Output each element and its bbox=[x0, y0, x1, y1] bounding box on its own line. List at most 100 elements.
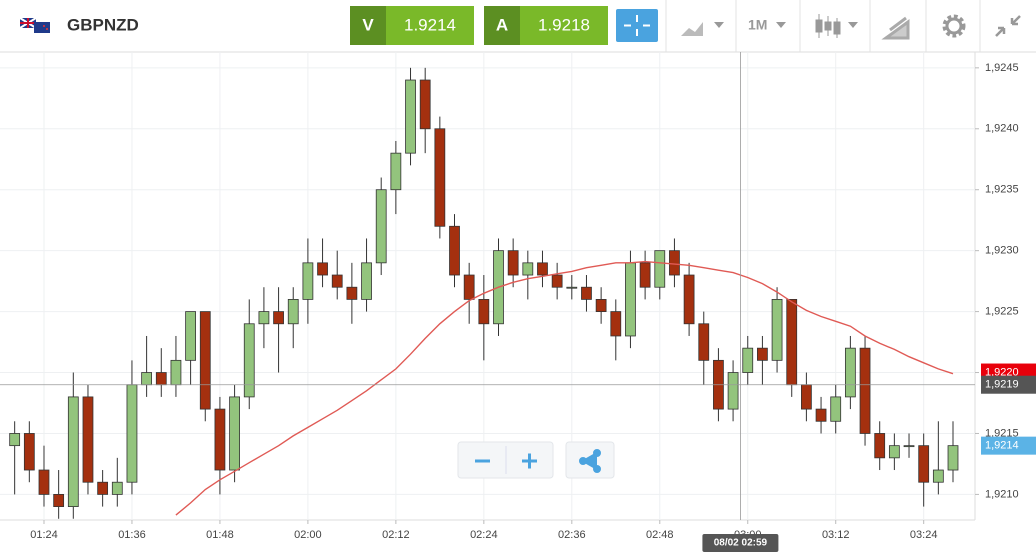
candle-body bbox=[126, 384, 138, 483]
x-tick-label: 03:12 bbox=[822, 529, 850, 541]
candle-body bbox=[888, 445, 900, 459]
crosshair-time-label: 08/02 02:59 bbox=[714, 538, 768, 549]
sell-label: V bbox=[362, 15, 374, 34]
candle-body bbox=[537, 262, 548, 276]
sell-button[interactable] bbox=[386, 6, 474, 45]
candle-body bbox=[449, 225, 460, 276]
candle-body bbox=[434, 128, 446, 227]
y-tick-label: 1,9225 bbox=[985, 306, 1019, 318]
candle-body bbox=[141, 372, 153, 386]
settings-button[interactable] bbox=[942, 14, 966, 38]
candle-body bbox=[229, 396, 240, 471]
candle-body bbox=[757, 347, 768, 361]
candle-body bbox=[522, 262, 534, 276]
candle-body bbox=[82, 396, 94, 483]
sell-label-bg[interactable] bbox=[350, 6, 386, 45]
share-icon bbox=[579, 449, 601, 473]
collapse-button[interactable] bbox=[995, 15, 1021, 37]
y-tick-label: 1,9230 bbox=[985, 245, 1019, 257]
crosshair-price-tag bbox=[981, 375, 1036, 394]
candle-body bbox=[742, 347, 754, 373]
y-tick-label: 1,9240 bbox=[985, 123, 1019, 135]
moving-average bbox=[175, 260, 954, 516]
candle-body bbox=[405, 79, 416, 154]
candle-body bbox=[346, 286, 358, 300]
y-tick-label: 1,9245 bbox=[985, 62, 1019, 74]
candle-body bbox=[97, 481, 109, 495]
candle-body bbox=[654, 250, 666, 288]
candle-body bbox=[287, 299, 299, 325]
crosshair-button[interactable] bbox=[616, 9, 658, 42]
candle-body bbox=[67, 396, 79, 507]
candle-body bbox=[273, 311, 284, 325]
candle-body bbox=[801, 384, 812, 410]
candle-body bbox=[844, 347, 856, 398]
buy-label-bg[interactable] bbox=[484, 6, 520, 45]
candle-body bbox=[478, 299, 490, 325]
candle-body bbox=[830, 396, 842, 422]
x-tick-label: 02:36 bbox=[558, 529, 586, 541]
candle-body bbox=[214, 408, 226, 471]
price-tag-label: 1,9214 bbox=[985, 440, 1019, 452]
toolbar: GBPNZD V 1.9214 A 1.9218 1M bbox=[0, 0, 1036, 53]
plot bbox=[9, 67, 959, 519]
draw-tool-button[interactable] bbox=[881, 16, 910, 40]
candle-body bbox=[507, 250, 519, 276]
x-tick-label: 02:24 bbox=[470, 529, 498, 541]
candle-body bbox=[610, 311, 622, 337]
flag-icon bbox=[19, 17, 50, 33]
candle-body bbox=[111, 481, 123, 495]
x-tick-label: 01:48 bbox=[206, 529, 234, 541]
candle-body bbox=[625, 262, 636, 337]
x-tick-label: 02:00 bbox=[294, 529, 322, 541]
symbol: GBPNZD bbox=[67, 15, 139, 34]
overlay: 1,9220 1,9214 1,9219 08/02 02:59 bbox=[0, 52, 1036, 552]
candle-body bbox=[551, 274, 563, 288]
candle-body bbox=[786, 299, 798, 386]
zoom-controls bbox=[457, 441, 615, 479]
y-tick-label: 1,9215 bbox=[985, 427, 1019, 439]
y-tick-label: 1,9235 bbox=[985, 184, 1019, 196]
candle-body bbox=[947, 445, 959, 471]
candle-body bbox=[23, 433, 35, 471]
candle-body bbox=[581, 286, 592, 300]
candle-body bbox=[595, 299, 607, 312]
y-tick-label: 1,9210 bbox=[985, 488, 1019, 500]
chart-type-button[interactable] bbox=[681, 22, 724, 36]
candle-body bbox=[669, 250, 680, 276]
candle-body bbox=[53, 494, 65, 507]
candle-body bbox=[155, 372, 167, 386]
candle-body bbox=[918, 445, 930, 483]
buy-button[interactable] bbox=[520, 6, 608, 45]
timeframe-button[interactable]: 1M bbox=[748, 17, 767, 33]
candle-body bbox=[302, 262, 314, 300]
x-tick-label: 02:12 bbox=[382, 529, 410, 541]
x-tick-label: 01:36 bbox=[118, 529, 146, 541]
timeframe-caret bbox=[776, 22, 786, 28]
candle-body bbox=[170, 359, 182, 386]
candle-body bbox=[243, 323, 255, 398]
candle-body bbox=[317, 262, 328, 276]
candle-body bbox=[185, 311, 196, 361]
price-tag bbox=[981, 436, 1036, 455]
candle-body bbox=[38, 469, 50, 495]
zoom-in-button[interactable] bbox=[522, 453, 537, 469]
candle-body bbox=[903, 445, 915, 448]
candle-body bbox=[361, 262, 372, 300]
candle-body bbox=[815, 408, 827, 422]
crosshair-time-tag bbox=[702, 534, 779, 552]
candle-body bbox=[771, 299, 783, 361]
candle-body bbox=[199, 311, 211, 410]
x-tick-label: 01:24 bbox=[30, 529, 58, 541]
candle-body bbox=[727, 372, 739, 410]
sell-price: 1.9214 bbox=[404, 15, 456, 34]
candle-body bbox=[419, 79, 431, 130]
x-tick-label: 03:24 bbox=[910, 529, 938, 541]
candle-body bbox=[331, 274, 343, 288]
candle-style-button[interactable] bbox=[815, 14, 858, 38]
candle-body bbox=[390, 152, 402, 191]
price-tag-label: 1,9220 bbox=[985, 366, 1019, 378]
candle-body bbox=[9, 433, 21, 447]
